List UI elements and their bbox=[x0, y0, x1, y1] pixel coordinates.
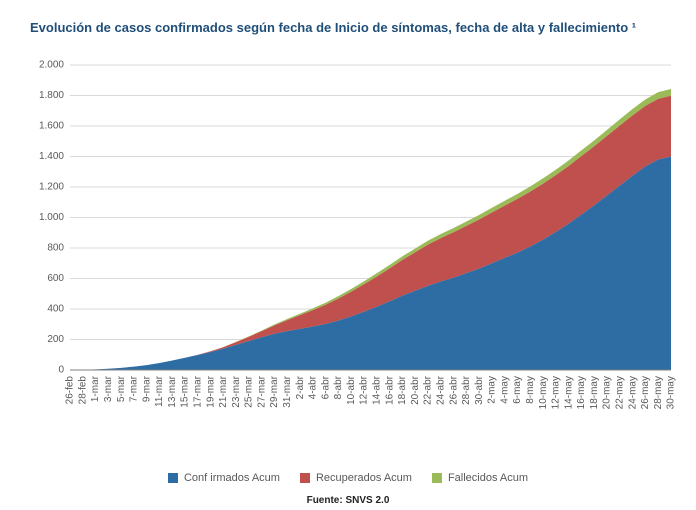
svg-text:30-abr: 30-abr bbox=[474, 375, 485, 405]
svg-text:2-may: 2-may bbox=[487, 376, 498, 404]
svg-text:17-mar: 17-mar bbox=[193, 375, 204, 407]
svg-text:400: 400 bbox=[47, 304, 64, 315]
svg-text:2.000: 2.000 bbox=[39, 60, 64, 71]
svg-text:1.000: 1.000 bbox=[39, 212, 64, 223]
svg-text:200: 200 bbox=[47, 334, 64, 345]
legend-item: Recuperados Acum bbox=[300, 472, 412, 484]
svg-text:14-abr: 14-abr bbox=[372, 375, 383, 405]
svg-text:28-may: 28-may bbox=[653, 376, 664, 409]
legend-swatch bbox=[168, 473, 178, 483]
stacked-area-chart: 0 200 400 600 800 1.000 1.200 1.400 1.600 1.800 2.… bbox=[30, 60, 676, 450]
svg-text:15-mar: 15-mar bbox=[180, 375, 191, 407]
svg-text:18-may: 18-may bbox=[589, 376, 600, 409]
svg-text:26-feb: 26-feb bbox=[65, 376, 76, 405]
svg-text:12-may: 12-may bbox=[551, 376, 562, 409]
svg-text:6-abr: 6-abr bbox=[320, 375, 331, 399]
svg-text:9-mar: 9-mar bbox=[141, 375, 152, 402]
svg-text:23-mar: 23-mar bbox=[231, 375, 242, 407]
chart-legend: Conf irmados Acum Recuperados Acum Falleci… bbox=[0, 472, 696, 486]
chart-source: Fuente: SNVS 2.0 bbox=[0, 495, 696, 506]
svg-text:2-abr: 2-abr bbox=[295, 375, 306, 399]
legend-item: Fallecidos Acum bbox=[432, 472, 528, 484]
legend-label: Conf irmados Acum bbox=[184, 472, 280, 484]
svg-text:5-mar: 5-mar bbox=[116, 375, 127, 402]
svg-text:26-may: 26-may bbox=[640, 376, 651, 409]
svg-text:24-abr: 24-abr bbox=[435, 375, 446, 405]
svg-text:25-mar: 25-mar bbox=[244, 375, 255, 407]
svg-text:8-may: 8-may bbox=[525, 376, 536, 404]
svg-text:1.400: 1.400 bbox=[39, 151, 64, 162]
svg-text:14-may: 14-may bbox=[563, 376, 574, 409]
svg-text:27-mar: 27-mar bbox=[256, 375, 267, 407]
svg-text:21-mar: 21-mar bbox=[218, 375, 229, 407]
svg-text:1.800: 1.800 bbox=[39, 90, 64, 101]
svg-text:600: 600 bbox=[47, 273, 64, 284]
svg-text:4-may: 4-may bbox=[499, 376, 510, 404]
legend-item: Conf irmados Acum bbox=[168, 472, 280, 484]
svg-text:22-abr: 22-abr bbox=[423, 375, 434, 405]
svg-text:29-mar: 29-mar bbox=[269, 375, 280, 407]
svg-text:1.600: 1.600 bbox=[39, 121, 64, 132]
legend-swatch bbox=[432, 473, 442, 483]
svg-text:11-mar: 11-mar bbox=[154, 375, 165, 407]
svg-text:16-abr: 16-abr bbox=[384, 375, 395, 405]
svg-text:28-abr: 28-abr bbox=[461, 375, 472, 405]
svg-text:12-abr: 12-abr bbox=[359, 375, 370, 405]
svg-text:6-may: 6-may bbox=[512, 376, 523, 404]
svg-text:19-mar: 19-mar bbox=[205, 375, 216, 407]
svg-text:13-mar: 13-mar bbox=[167, 375, 178, 407]
svg-text:24-may: 24-may bbox=[627, 376, 638, 409]
svg-text:7-mar: 7-mar bbox=[129, 375, 140, 402]
svg-text:28-feb: 28-feb bbox=[77, 376, 88, 405]
svg-text:22-may: 22-may bbox=[614, 376, 625, 409]
chart-area: 0 200 400 600 800 1.000 1.200 1.400 1.600 1.800 2.… bbox=[30, 60, 676, 450]
svg-text:20-may: 20-may bbox=[602, 376, 613, 409]
legend-label: Fallecidos Acum bbox=[448, 472, 528, 484]
legend-label: Recuperados Acum bbox=[316, 472, 412, 484]
svg-text:0: 0 bbox=[58, 365, 64, 376]
svg-text:31-mar: 31-mar bbox=[282, 375, 293, 407]
svg-text:800: 800 bbox=[47, 243, 64, 254]
svg-text:20-abr: 20-abr bbox=[410, 375, 421, 405]
chart-card: Evolución de casos confirmados según fec… bbox=[0, 0, 696, 510]
svg-text:18-abr: 18-abr bbox=[397, 375, 408, 405]
svg-text:4-abr: 4-abr bbox=[308, 375, 319, 399]
svg-text:10-abr: 10-abr bbox=[346, 375, 357, 405]
svg-text:16-may: 16-may bbox=[576, 376, 587, 409]
svg-text:10-may: 10-may bbox=[538, 376, 549, 409]
svg-text:26-abr: 26-abr bbox=[448, 375, 459, 405]
svg-text:8-abr: 8-abr bbox=[333, 375, 344, 399]
chart-title: Evolución de casos confirmados según fec… bbox=[30, 20, 666, 35]
svg-text:3-mar: 3-mar bbox=[103, 375, 114, 402]
svg-text:30-may: 30-may bbox=[666, 376, 676, 409]
svg-text:1.200: 1.200 bbox=[39, 182, 64, 193]
svg-text:1-mar: 1-mar bbox=[90, 375, 101, 402]
legend-swatch bbox=[300, 473, 310, 483]
